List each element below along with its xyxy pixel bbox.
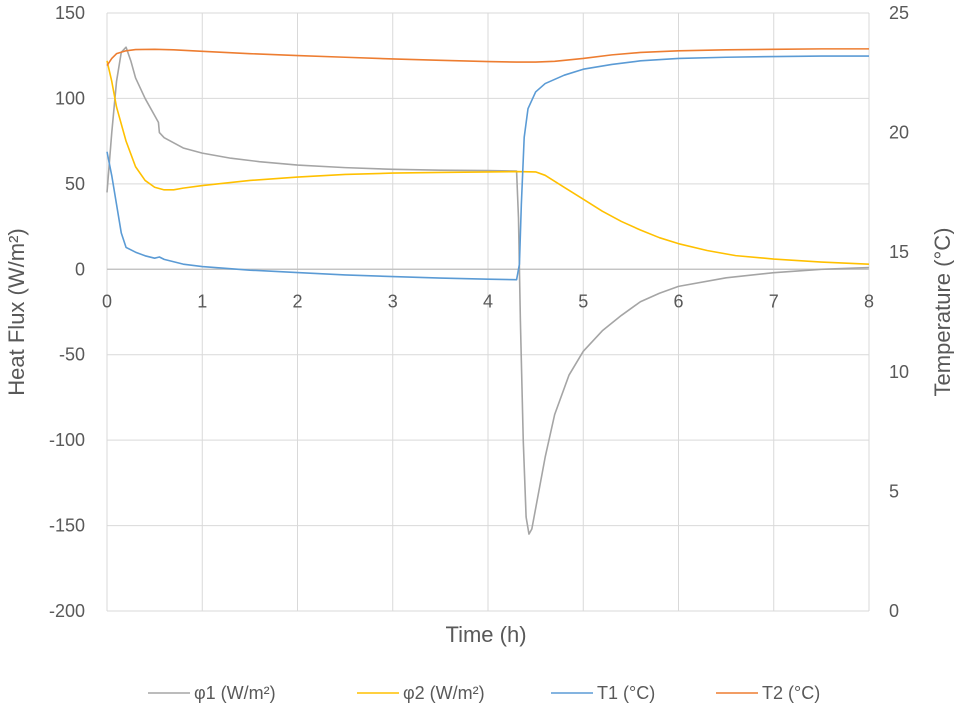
x-axis-title: Time (h): [445, 622, 526, 647]
y-left-tick-label: 150: [55, 3, 85, 23]
y-right-axis-title: Temperature (°C): [930, 228, 954, 397]
y-right-tick-label: 15: [889, 242, 909, 262]
x-tick-label: 4: [483, 291, 493, 311]
y-left-tick-labels: -200 -150 -100 -50 0 50 100 150: [49, 3, 85, 621]
y-right-tick-label: 10: [889, 362, 909, 382]
y-right-tick-label: 20: [889, 123, 909, 143]
legend-label-4: T2 (°C): [762, 683, 820, 703]
legend-label-2: φ2 (W/m²): [403, 683, 485, 703]
y-left-tick-label: -100: [49, 430, 85, 450]
y-left-axis-title: Heat Flux (W/m²): [4, 228, 29, 395]
y-left-tick-label: -50: [59, 345, 85, 365]
y-left-tick-label: -200: [49, 601, 85, 621]
legend-label-1: φ1 (W/m²): [194, 683, 276, 703]
y-right-tick-label: 25: [889, 3, 909, 23]
legend: φ1 (W/m²) φ2 (W/m²) T1 (°C) T2 (°C): [148, 683, 820, 703]
legend-label-3: T1 (°C): [597, 683, 655, 703]
x-tick-label: 7: [769, 291, 779, 311]
x-tick-label: 2: [292, 291, 302, 311]
x-tick-label: 1: [197, 291, 207, 311]
y-right-tick-labels: 0 5 10 15 20 25: [889, 3, 909, 621]
series-layer: [106, 46, 870, 535]
x-tick-label: 3: [388, 291, 398, 311]
y-left-tick-label: 50: [65, 174, 85, 194]
series-line-4: [106, 48, 869, 67]
x-tick-label: 6: [673, 291, 683, 311]
x-tick-label: 5: [578, 291, 588, 311]
x-tick-label: 8: [864, 291, 874, 311]
series-line-1: [106, 46, 870, 535]
gridlines: [106, 12, 870, 612]
y-left-tick-label: -150: [49, 516, 85, 536]
y-left-tick-label: 100: [55, 88, 85, 108]
y-right-tick-label: 5: [889, 481, 899, 501]
series-line-2: [106, 60, 870, 265]
y-left-tick-label: 0: [75, 259, 85, 279]
series-line-3: [106, 55, 869, 281]
x-tick-label: 0: [102, 291, 112, 311]
x-tick-labels: 0 1 2 3 4 5 6 7 8: [102, 291, 874, 311]
y-right-tick-label: 0: [889, 601, 899, 621]
